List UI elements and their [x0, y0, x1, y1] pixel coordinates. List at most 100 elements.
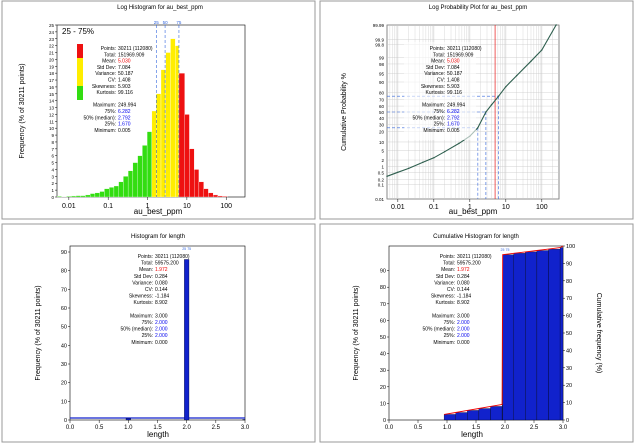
- y-tick-label: 7: [51, 147, 54, 152]
- cumulative-bar: [455, 412, 468, 421]
- y-tick-label: 0.5: [378, 170, 385, 175]
- y-tick-label: 60: [379, 104, 385, 109]
- stat-value: 2.000: [457, 327, 470, 333]
- stat-label: Mean:: [102, 59, 116, 65]
- stat-label: Total:: [104, 52, 116, 58]
- stat-value: 2.792: [118, 115, 131, 121]
- y-tick-label: 90: [380, 269, 386, 275]
- y-tick-label: 1: [51, 188, 54, 193]
- cumulative-bar: [502, 254, 514, 421]
- x-tick-label: 0.1: [103, 203, 113, 210]
- histogram-bar: [222, 196, 228, 198]
- histogram-bar: [184, 259, 190, 421]
- stat-label: Mean:: [441, 267, 455, 273]
- stat-label: Skewness:: [431, 294, 455, 300]
- y2-tick-label: 90: [566, 261, 572, 267]
- y2-tick-label: 40: [566, 348, 572, 354]
- x-tick-label: 1: [146, 203, 150, 210]
- chart-title: Cumulative Histogram for length: [433, 234, 519, 240]
- stat-label: Variance:: [95, 71, 116, 77]
- stat-label: 25%:: [142, 333, 153, 339]
- stat-label: Points:: [440, 254, 455, 260]
- y-tick-label: 14: [49, 99, 55, 104]
- histogram-bar: [71, 195, 77, 198]
- stat-value: 249.994: [118, 103, 136, 109]
- x-tick-label: 2.5: [212, 425, 221, 431]
- x-tick-label: 3.0: [241, 425, 250, 431]
- percentile-label: 50: [163, 20, 169, 25]
- y-tick-label: 1: [381, 164, 384, 169]
- y-tick-label: 30: [379, 122, 385, 127]
- stat-label: Minimum:: [94, 128, 116, 134]
- x-axis-label: length: [461, 430, 483, 439]
- stat-label: Points:: [101, 46, 116, 52]
- stat-value: 151969.909: [118, 52, 145, 58]
- stat-value: 2.000: [457, 333, 470, 339]
- x-tick-label: 0.0: [66, 425, 75, 431]
- histogram-bar: [146, 131, 153, 198]
- y-tick-label: 80: [379, 90, 385, 95]
- y2-tick-label: 80: [566, 279, 572, 285]
- data-point: [422, 161, 424, 163]
- x-tick-label: 10: [183, 203, 191, 210]
- y-tick-label: 10: [379, 140, 385, 145]
- y-tick-label: 60: [61, 306, 67, 312]
- x-axis-label: au_best_ppm: [449, 207, 498, 216]
- stat-label: 75%:: [444, 320, 455, 326]
- stat-value: 1.972: [155, 267, 168, 273]
- y-tick-label: 5: [51, 161, 54, 166]
- stat-label: CV:: [145, 287, 153, 293]
- y-tick-label: 17: [49, 78, 55, 83]
- stat-label: Kurtosis:: [97, 90, 116, 96]
- stat-value: 59575.200: [457, 261, 481, 267]
- stat-label: Kurtosis:: [426, 90, 445, 96]
- x-tick-label: 0.5: [414, 425, 423, 431]
- histogram-bar: [90, 193, 96, 198]
- stat-label: Skewness:: [92, 84, 116, 90]
- histogram-bar: [118, 181, 124, 198]
- stat-label: CV:: [108, 78, 116, 84]
- y-tick-label: 30: [380, 368, 386, 374]
- cumulative-line: [444, 245, 564, 415]
- stat-label: Std Dev:: [134, 274, 153, 280]
- y-tick-label: 20: [49, 57, 55, 62]
- stat-value: 59575.200: [155, 261, 179, 267]
- cumulative-bar: [548, 248, 561, 421]
- y-tick-label: 20: [379, 130, 385, 135]
- stat-value: 3.000: [457, 313, 470, 319]
- y2-tick-label: 50: [566, 331, 572, 337]
- stat-label: Maximum:: [93, 103, 116, 109]
- stat-value: -1.184: [155, 294, 169, 300]
- stat-value: 0.005: [447, 128, 460, 134]
- data-point: [485, 111, 487, 113]
- stat-label: Minimum:: [131, 340, 153, 346]
- stat-label: 25%:: [105, 122, 116, 128]
- histogram-bar: [75, 195, 81, 198]
- y2-tick-label: 70: [566, 296, 572, 302]
- y-tick-label: 99: [379, 56, 385, 61]
- y-tick-label: 18: [49, 71, 55, 76]
- percentile-label: 25: [182, 247, 186, 251]
- stat-value: 6.282: [447, 109, 460, 115]
- x-tick-label: 100: [536, 204, 548, 211]
- stat-label: Mean:: [139, 267, 153, 273]
- histogram-bar: [125, 417, 131, 421]
- x-tick-label: 0.01: [62, 203, 76, 210]
- stat-value: 1.670: [118, 122, 131, 128]
- histogram-bar: [109, 187, 115, 198]
- stat-label: Mean:: [431, 59, 445, 65]
- stat-label: 25%:: [434, 122, 445, 128]
- x-tick-label: 0.1: [429, 204, 439, 211]
- data-point: [490, 104, 493, 106]
- y-tick-label: 10: [380, 401, 386, 407]
- cumulative-bar: [490, 406, 503, 421]
- y-tick-label: 23: [49, 37, 55, 42]
- histogram-bar: [156, 93, 162, 198]
- y-tick-label: 40: [61, 343, 67, 349]
- stat-value: 0.284: [155, 274, 168, 280]
- cumulative-bar: [467, 410, 480, 421]
- stat-label: 50% (median):: [412, 115, 445, 121]
- stat-value: 1.670: [447, 122, 460, 128]
- stat-value: 30211 (112080): [155, 254, 190, 260]
